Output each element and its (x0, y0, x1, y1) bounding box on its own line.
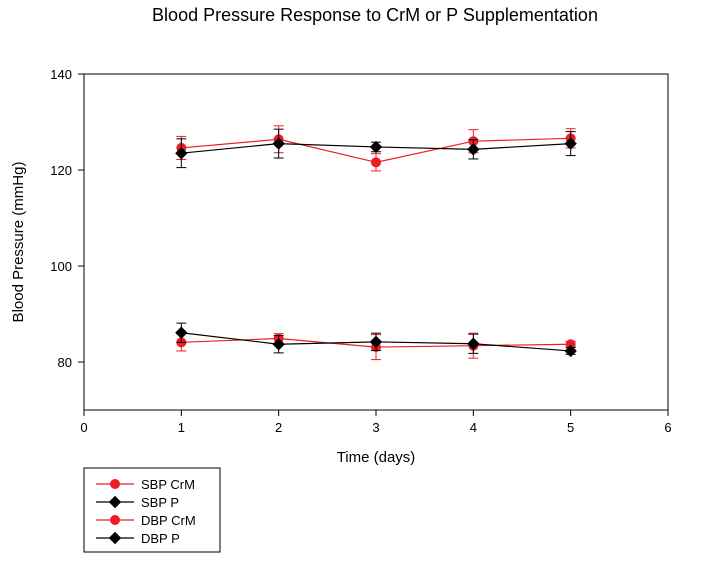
y-axis-label: Blood Pressure (mmHg) (10, 162, 27, 323)
data-point-diamond (369, 335, 383, 349)
data-point-diamond (272, 338, 285, 351)
y-tick-label: 80 (58, 355, 72, 370)
data-point-diamond (272, 137, 285, 150)
data-point-circle (110, 479, 120, 489)
y-axis-ticks: 80 100 120 140 (50, 67, 84, 370)
y-tick-label: 120 (50, 163, 72, 178)
data-point-diamond (467, 337, 480, 350)
x-tick-label: 5 (567, 420, 574, 435)
data-point-diamond (108, 531, 122, 545)
series-dbp-p (175, 322, 577, 358)
data-point-diamond (467, 143, 480, 156)
x-tick-label: 0 (80, 420, 87, 435)
data-point-circle (110, 515, 120, 525)
data-point-diamond (369, 140, 383, 154)
x-axis-ticks: 0 1 2 3 4 5 6 (80, 410, 672, 435)
data-point-diamond (564, 344, 577, 358)
legend-label: DBP P (141, 531, 180, 546)
x-tick-label: 6 (664, 420, 671, 435)
data-point-diamond (175, 326, 188, 339)
x-axis-label: Time (days) (337, 449, 416, 466)
legend-label: DBP CrM (141, 513, 196, 528)
x-tick-label: 2 (275, 420, 282, 435)
x-tick-label: 4 (470, 420, 477, 435)
y-tick-label: 100 (50, 259, 72, 274)
series-sbp-p (175, 128, 577, 169)
data-point-circle (371, 157, 381, 168)
data-point-diamond (175, 146, 188, 160)
data-point-diamond (564, 137, 577, 150)
series-layer (175, 125, 577, 361)
x-tick-label: 1 (178, 420, 185, 435)
legend-label: SBP CrM (141, 477, 195, 492)
x-tick-label: 3 (372, 420, 379, 435)
data-point-diamond (108, 495, 122, 509)
chart-title: Blood Pressure Response to CrM or P Supp… (152, 5, 598, 25)
legend: SBP CrM SBP P DBP CrM DBP P (96, 477, 196, 546)
y-tick-label: 140 (50, 67, 72, 82)
legend-label: SBP P (141, 495, 179, 510)
